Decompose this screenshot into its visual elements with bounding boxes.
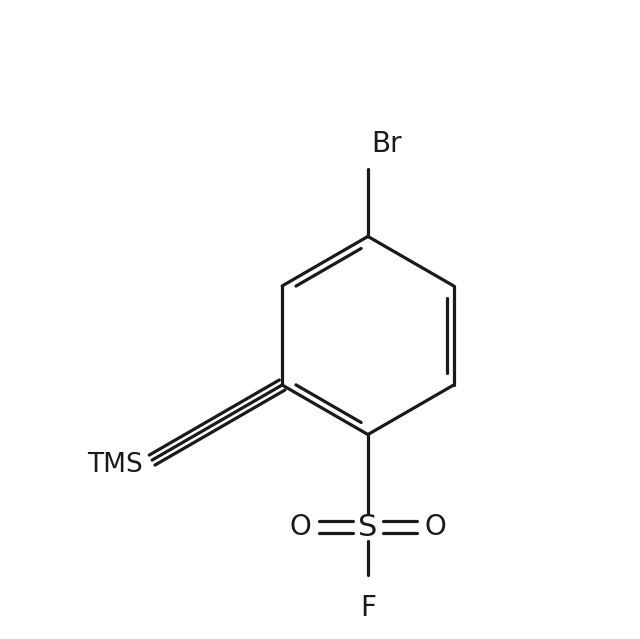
Text: TMS: TMS [87, 452, 143, 478]
Text: F: F [360, 594, 376, 622]
Text: Br: Br [371, 130, 402, 158]
Text: O: O [290, 513, 312, 541]
Text: S: S [358, 512, 378, 542]
Text: O: O [424, 513, 446, 541]
